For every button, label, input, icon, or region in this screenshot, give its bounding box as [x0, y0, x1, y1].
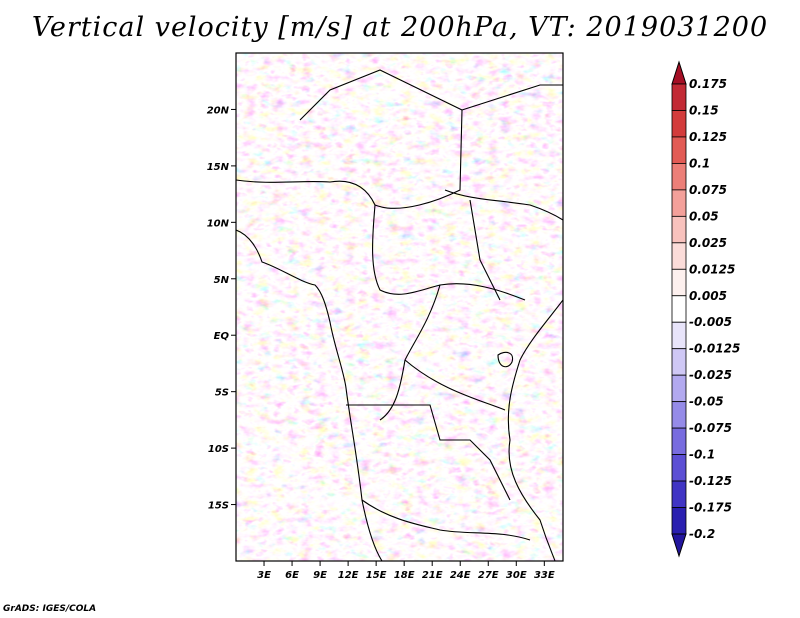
lat-tick-label: 5S: [215, 388, 229, 399]
country-borders: [236, 69, 563, 561]
coastline-east: [507, 299, 563, 561]
lon-tick-label: 6E: [285, 570, 299, 581]
map-area: [235, 52, 564, 562]
lat-tick-label: 20N: [207, 105, 230, 116]
latitude-axis: 20N 15N 10N 5N EQ 5S 10S 15S: [207, 105, 236, 512]
colorbar-swatch: [671, 321, 687, 350]
colorbar-label: -0.075: [689, 421, 732, 435]
colorbar-label: -0.2: [689, 527, 715, 541]
colorbar-swatch: [671, 268, 687, 297]
colorbar-label: 0.125: [689, 130, 727, 144]
lon-tick-label: 33E: [534, 570, 555, 581]
colorbar-label: 0.0125: [689, 262, 735, 276]
colorbar-swatch: [671, 83, 687, 111]
colorbar-swatch: [671, 454, 687, 482]
colorbar: 0.175 0.15 0.125 0.1 0.075 0.05 0.025 0.0125 0.0…: [671, 60, 740, 558]
colorbar-label: -0.125: [689, 474, 732, 488]
colorbar-label: 0.1: [689, 156, 710, 170]
border-southern: [346, 404, 531, 541]
lon-tick-label: 27E: [478, 570, 499, 581]
lat-tick-label: 5N: [214, 275, 230, 286]
colorbar-swatch: [671, 480, 687, 508]
colorbar-swatch: [671, 110, 687, 138]
colorbar-swatch: [671, 163, 687, 191]
colorbar-label: -0.005: [689, 315, 732, 329]
colorbar-swatch: [671, 215, 687, 244]
colorbar-label: 0.025: [689, 236, 727, 250]
colorbar-label: -0.025: [689, 368, 732, 382]
chart-title: Vertical velocity [m/s] at 200hPa, VT: 2…: [31, 12, 769, 43]
border-central: [372, 204, 526, 421]
colorbar-swatch: [671, 348, 687, 376]
colorbar-label: 0.005: [689, 289, 727, 303]
map-frame: [235, 52, 564, 562]
colorbar-swatch: [671, 189, 687, 217]
colorbar-swatch: [671, 401, 687, 429]
border-sahel: [236, 69, 463, 209]
lat-tick-label: 10S: [208, 444, 229, 455]
lon-tick-label: 12E: [338, 570, 359, 581]
colorbar-label: 0.05: [689, 209, 719, 223]
lat-tick-label: 15S: [208, 501, 229, 512]
lon-tick-label: 24E: [450, 570, 471, 581]
colorbar-swatch: [671, 295, 687, 323]
grads-credit: GrADS: IGES/COLA: [3, 604, 97, 614]
lat-tick-label: 10N: [207, 218, 230, 229]
colorbar-label: -0.0125: [689, 342, 740, 356]
colorbar-swatch: [671, 242, 687, 270]
lat-tick-label: EQ: [214, 331, 230, 342]
colorbar-swatch: [671, 427, 687, 455]
lon-tick-label: 30E: [506, 570, 527, 581]
colorbar-swatch: [671, 507, 687, 535]
longitude-axis: 3E 6E 9E 12E 15E 18E 21E 24E 27E 30E 33E: [257, 561, 555, 581]
colorbar-label: -0.175: [689, 501, 732, 515]
colorbar-bottom-arrow: [671, 533, 687, 558]
lake-victoria: [497, 351, 514, 368]
colorbar-label: 0.075: [689, 183, 727, 197]
colorbar-label: 0.15: [689, 103, 719, 117]
border-northeast: [444, 84, 563, 301]
colorbar-label: 0.175: [689, 77, 727, 91]
lon-tick-label: 18E: [394, 570, 415, 581]
colorbar-swatch: [671, 374, 687, 403]
lon-tick-label: 3E: [257, 570, 271, 581]
lon-tick-label: 15E: [366, 570, 387, 581]
colorbar-label: -0.1: [689, 448, 715, 462]
colorbar-label: -0.05: [689, 395, 724, 409]
lon-tick-label: 9E: [313, 570, 327, 581]
colorbar-swatch: [671, 136, 687, 164]
lon-tick-label: 21E: [422, 570, 443, 581]
colorbar-top-arrow: [671, 60, 687, 85]
lat-tick-label: 15N: [207, 162, 230, 173]
velocity-field: [236, 53, 563, 561]
